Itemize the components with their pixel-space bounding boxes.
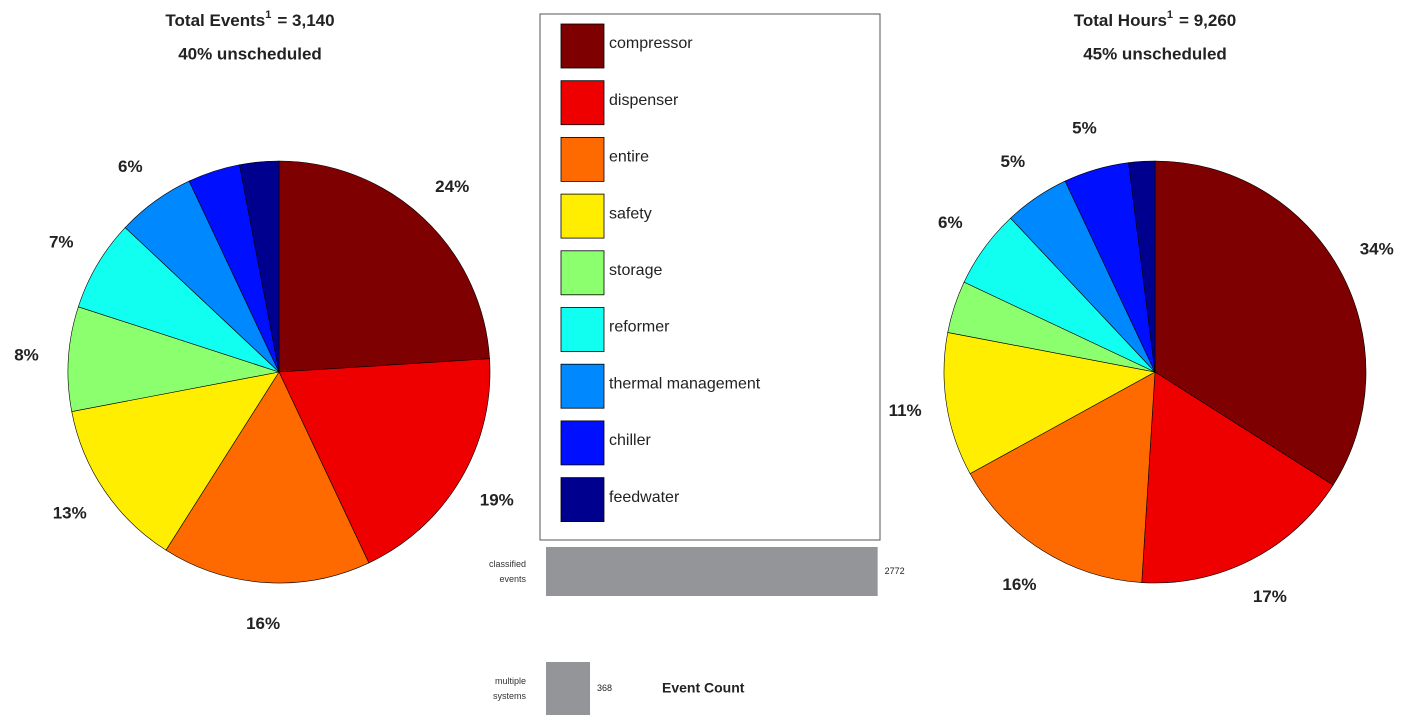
legend-label: safety <box>609 205 652 222</box>
slice-label: 11% <box>889 401 922 420</box>
chart-title: Total Events1 = 3,140 <box>165 9 334 31</box>
pie-slice <box>71 371 280 551</box>
legend-label: chiller <box>609 432 651 449</box>
slice-label: 6% <box>938 213 963 232</box>
title-footnote: 1 <box>1167 9 1173 21</box>
pie-slice <box>278 358 491 564</box>
pie-slice <box>969 371 1156 583</box>
bar-value-label: 2772 <box>885 566 905 576</box>
title-text: Total Hours <box>1074 11 1167 30</box>
bar <box>546 547 878 596</box>
legend-label: storage <box>609 262 662 279</box>
pie-slice <box>1154 160 1367 486</box>
legend-swatch <box>560 307 605 352</box>
legend-label: reformer <box>609 319 670 336</box>
legend-label: feedwater <box>609 489 680 506</box>
bar-value-label: 368 <box>597 683 612 693</box>
pie-slice <box>278 160 490 373</box>
slice-label: 34% <box>1360 240 1394 259</box>
legend-label: compressor <box>609 35 693 52</box>
slice-label: 7% <box>49 233 74 252</box>
pie-slice <box>165 371 370 584</box>
bar <box>546 662 591 715</box>
slice-label: 16% <box>1002 575 1036 594</box>
title-total: = 3,140 <box>277 11 334 30</box>
pie-slice <box>943 332 1156 475</box>
legend-swatch <box>560 23 605 69</box>
slice-label: 5% <box>1001 152 1026 171</box>
legend-label: dispenser <box>609 92 679 109</box>
slice-label: 24% <box>435 177 469 196</box>
legend-swatch <box>560 363 605 409</box>
slice-label: 16% <box>246 614 280 633</box>
title-footnote: 1 <box>265 9 271 21</box>
pie-slice <box>239 160 280 373</box>
slice-label: 6% <box>118 157 143 176</box>
legend-swatch <box>560 193 605 239</box>
legend-swatch <box>560 80 605 126</box>
legend-swatch <box>560 136 605 182</box>
chart-title: Total Hours1 = 9,260 <box>1074 9 1237 31</box>
legend-swatch <box>560 250 605 296</box>
legend-swatch <box>560 420 605 466</box>
chart-subtitle: 45% unscheduled <box>1083 44 1227 63</box>
legend-label: thermal management <box>609 375 761 392</box>
legend-label: entire <box>609 149 649 166</box>
pie-slice <box>67 306 280 412</box>
bar-category-label: classified events <box>488 558 526 584</box>
pie-slice <box>1128 160 1156 373</box>
legend-swatch <box>560 477 605 523</box>
title-text: Total Events <box>165 11 265 30</box>
chart-subtitle: 40% unscheduled <box>178 44 322 63</box>
slice-label: 5% <box>1072 119 1097 138</box>
pie-slice <box>1141 371 1334 584</box>
bar-category-label: multiple systems <box>492 675 526 701</box>
title-total: = 9,260 <box>1179 11 1236 30</box>
slice-label: 8% <box>14 346 39 365</box>
slice-label: 13% <box>53 504 87 523</box>
slice-label: 19% <box>480 490 514 509</box>
slice-label: 17% <box>1253 587 1287 606</box>
bar-title: Event Count <box>662 680 745 696</box>
